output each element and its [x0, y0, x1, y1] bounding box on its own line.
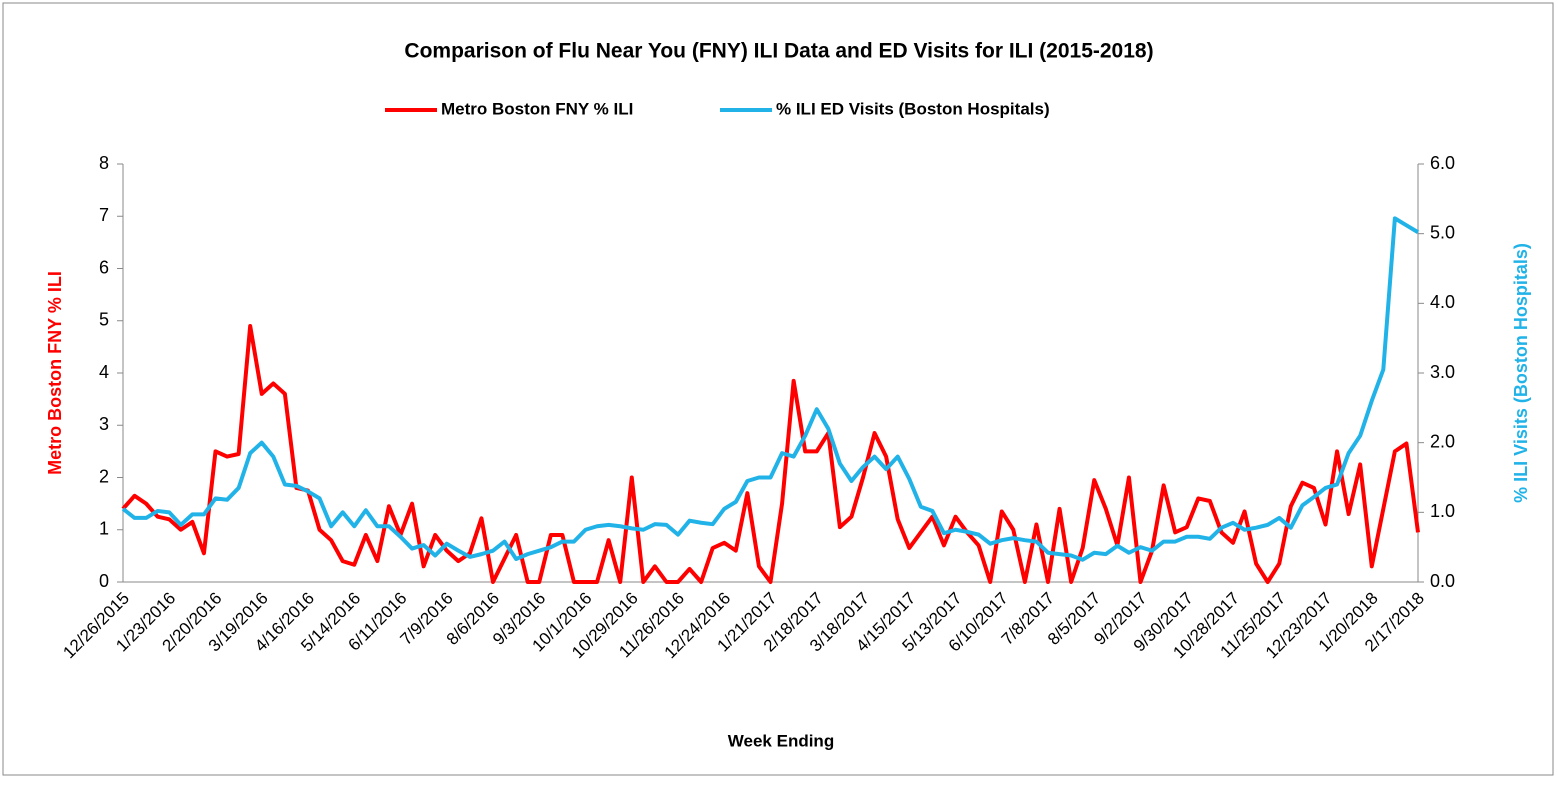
y-tick-label: 3 — [99, 414, 109, 434]
y2-axis-title: % ILI Visits (Boston Hospitals) — [1511, 243, 1531, 503]
y-tick-label: 8 — [99, 153, 109, 173]
legend-label: % ILI ED Visits (Boston Hospitals) — [776, 99, 1050, 118]
y2-tick-label: 0.0 — [1430, 571, 1455, 591]
y2-tick-label: 4.0 — [1430, 292, 1455, 312]
y-tick-label: 6 — [99, 257, 109, 277]
series-line — [121, 216, 1420, 562]
y2-tick-label: 3.0 — [1430, 362, 1455, 382]
y-tick-label: 7 — [99, 205, 109, 225]
legend-label: Metro Boston FNY % ILI — [441, 99, 633, 118]
y-tick-label: 0 — [99, 571, 109, 591]
y-tick-label: 1 — [99, 519, 109, 539]
y-tick-label: 5 — [99, 310, 109, 330]
y2-tick-label: 2.0 — [1430, 431, 1455, 451]
x-axis-title: Week Ending — [728, 731, 834, 750]
series-line — [121, 323, 1420, 584]
y-tick-label: 4 — [99, 362, 109, 382]
chart-title: Comparison of Flu Near You (FNY) ILI Dat… — [404, 40, 1153, 63]
y-axis-title: Metro Boston FNY % ILI — [45, 271, 65, 475]
y-tick-label: 2 — [99, 466, 109, 486]
y2-tick-label: 5.0 — [1430, 222, 1455, 242]
y2-tick-label: 1.0 — [1430, 501, 1455, 521]
y2-tick-label: 6.0 — [1430, 153, 1455, 173]
